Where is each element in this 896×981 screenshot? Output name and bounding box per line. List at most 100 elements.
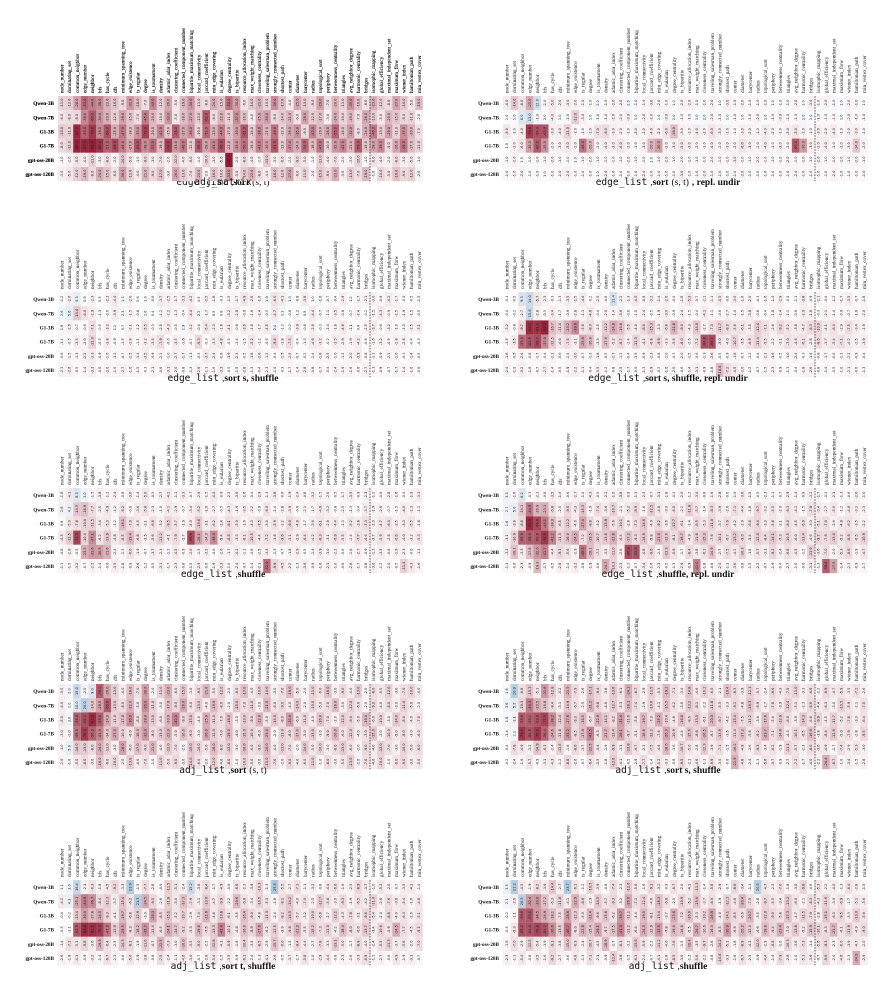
cell-value-label: -8.6 — [642, 324, 646, 331]
cell-value-label: -3.0 — [273, 688, 277, 695]
heatmap-cell — [503, 363, 511, 378]
cell-value-label: -7.5 — [566, 338, 570, 345]
cell-value-label: -1.3 — [642, 367, 646, 374]
cell-value-label: -13.9 — [718, 729, 722, 738]
heatmap-cell — [662, 138, 671, 153]
heatmap-cell — [316, 292, 324, 307]
heatmap-cell — [738, 292, 747, 307]
cell-value-label: -28.0 — [144, 715, 148, 724]
column-label: diameter — [295, 75, 301, 93]
cell-value-label: -4.3 — [687, 324, 691, 331]
heatmap-cell — [662, 348, 671, 363]
cell-value-label: -4.1 — [642, 338, 646, 345]
heatmap-cell — [346, 306, 355, 321]
heatmap-cell — [217, 334, 226, 349]
cell-value-label: 1.0 — [573, 157, 577, 163]
cell-value-label: -1.7 — [824, 352, 828, 359]
column-label: neighbor — [535, 466, 541, 485]
cell-value-label: -9.7 — [520, 324, 524, 331]
heatmap-cell — [693, 320, 701, 335]
cell-value-label: -3.1 — [695, 367, 699, 374]
cell-value-label: -0.5 — [227, 367, 231, 374]
cell-value-label: -0.6 — [596, 563, 600, 570]
cell-value-label: -5.4 — [748, 534, 752, 542]
heatmap-cell — [156, 755, 165, 770]
column-label: node_number — [60, 456, 66, 485]
heatmap-cell — [822, 530, 830, 545]
heatmap-cell — [156, 698, 165, 713]
cell-value-label: -76.0 — [528, 127, 532, 136]
heatmap-cell — [149, 755, 157, 770]
column-label: is_regular — [581, 464, 587, 485]
heatmap-cell — [662, 363, 671, 378]
heatmap-cell — [407, 544, 416, 559]
heatmap-cell — [392, 488, 400, 503]
heatmap-cell — [533, 320, 541, 335]
heatmap-cell — [286, 348, 294, 363]
heatmap-cell — [784, 96, 792, 111]
cell-value-label: -10.7 — [733, 337, 737, 346]
cell-value-label: -2.0 — [687, 100, 691, 107]
heatmap-cell — [88, 530, 96, 545]
column-label: node_number — [60, 260, 66, 289]
heatmap-cell — [293, 320, 302, 335]
heatmap-cell — [738, 152, 747, 167]
cell-value-label: -6.9 — [334, 534, 338, 541]
heatmap-cell — [776, 544, 785, 559]
cell-value-label: -2.0 — [695, 142, 699, 149]
cell-value-label: -1.0 — [566, 114, 570, 121]
column-label: connected_component_number — [181, 224, 187, 289]
heatmap-cell — [837, 348, 845, 363]
heatmap-cell — [339, 530, 347, 545]
cell-value-label: -3.0 — [809, 142, 813, 149]
heatmap-cell — [632, 712, 640, 727]
heatmap-cell — [384, 726, 393, 741]
cell-value-label: -2.2 — [756, 563, 760, 570]
heatmap-cell — [807, 306, 815, 321]
heatmap-cell — [263, 740, 271, 755]
heatmap-cell — [339, 684, 347, 699]
heatmap-cell — [677, 684, 686, 699]
cell-value-label: -1.3 — [273, 548, 277, 555]
cell-value-label: -2.0 — [703, 128, 707, 135]
cell-value-label: -15.0 — [242, 729, 246, 738]
cell-value-label: -3.4 — [695, 491, 699, 499]
heatmap-cell — [617, 740, 625, 755]
heatmap-cell — [58, 684, 66, 699]
cell-value-label: -1.0 — [634, 142, 638, 149]
heatmap-cell — [346, 516, 355, 531]
column-label: min_edge_covering — [657, 639, 663, 681]
heatmap-cell — [96, 363, 104, 378]
heatmap-cell — [415, 488, 423, 503]
cell-value-label: -9.0 — [174, 759, 178, 766]
column-label: traveling_salesman_problem — [710, 33, 716, 93]
column-label: harmonic_centrality — [801, 443, 807, 485]
cell-value-label: -2.2 — [604, 492, 608, 499]
heatmap-cell — [400, 684, 408, 699]
cell-value-label: -13.0 — [113, 687, 117, 696]
cell-value-label: -1.0 — [326, 548, 330, 555]
column-label: common_neighbor — [520, 54, 526, 93]
cell-value-label: -2.9 — [90, 310, 94, 317]
heatmap-cell — [753, 124, 762, 139]
heatmap-cell — [331, 698, 340, 713]
cell-value-label: -0.4 — [672, 491, 676, 499]
cell-value-label: -3.1 — [558, 702, 562, 709]
column-label: is_bipartite — [234, 69, 240, 93]
cell-value-label: -2.0 — [573, 100, 577, 107]
heatmap-cell — [392, 530, 400, 545]
heatmap-cell — [525, 544, 534, 559]
column-label: adamic_adar_index — [611, 640, 617, 681]
heatmap-cell — [415, 502, 423, 517]
heatmap-cell — [141, 516, 150, 531]
cell-value-label: -1.3 — [372, 548, 376, 555]
cell-value-label: -3.9 — [862, 338, 866, 345]
heatmap-cell — [677, 712, 686, 727]
cell-value-label: -4.0 — [356, 730, 360, 737]
cell-value-label: -10.0 — [250, 729, 254, 738]
heatmap-cell — [392, 684, 400, 699]
heatmap-cell — [392, 306, 400, 321]
heatmap-cell — [232, 306, 241, 321]
cell-value-label: -1.5 — [801, 506, 805, 513]
cell-value-label: -4.0 — [189, 520, 193, 527]
